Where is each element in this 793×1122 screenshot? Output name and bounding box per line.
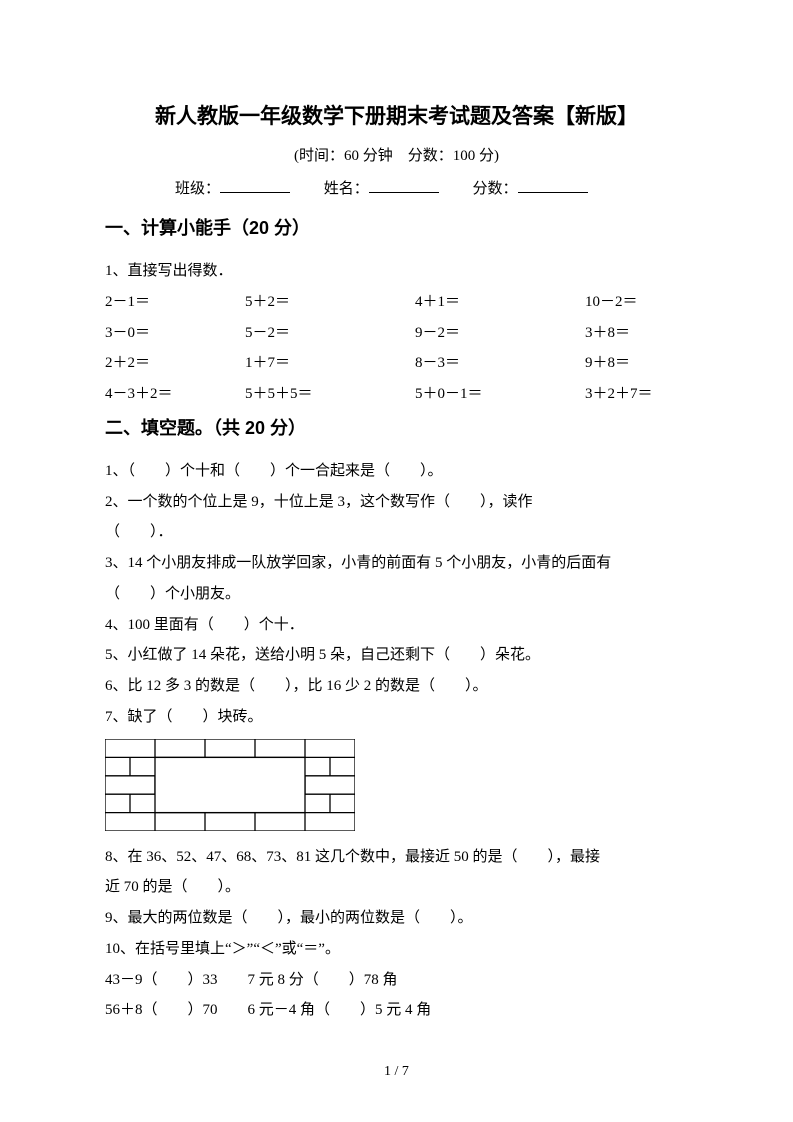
section-2-heading: 二、填空题。（共 20 分） xyxy=(105,414,688,440)
brick-svg xyxy=(105,739,355,831)
s2-q6: 6、比 12 多 3 的数是（ ），比 16 少 2 的数是（ ）。 xyxy=(105,671,688,702)
brick-diagram xyxy=(105,739,355,831)
calc-cell: 5＋0－1＝ xyxy=(415,379,585,410)
calc-cell: 4－3＋2＝ xyxy=(105,379,245,410)
calc-cell: 9－2＝ xyxy=(415,318,585,349)
s2-q10: 10、在括号里填上“＞”“＜”或“＝”。 xyxy=(105,934,688,965)
page-number: 1 / 7 xyxy=(0,1064,793,1080)
subtitle: (时间：60 分钟 分数：100 分) xyxy=(105,144,688,165)
name-blank[interactable] xyxy=(369,177,439,193)
calc-row: 4－3＋2＝ 5＋5＋5＝ 5＋0－1＝ 3＋2＋7＝ xyxy=(105,379,688,410)
calc-cell: 3－0＝ xyxy=(105,318,245,349)
calc-cell: 4＋1＝ xyxy=(415,287,585,318)
s2-q7: 7、缺了（ ）块砖。 xyxy=(105,702,688,733)
class-blank[interactable] xyxy=(220,177,290,193)
calc-cell: 8－3＝ xyxy=(415,348,585,379)
s2-q9: 9、最大的两位数是（ ），最小的两位数是（ ）。 xyxy=(105,903,688,934)
page-title: 新人教版一年级数学下册期末考试题及答案【新版】 xyxy=(105,100,688,130)
calc-cell: 1＋7＝ xyxy=(245,348,415,379)
calc-cell: 5＋2＝ xyxy=(245,287,415,318)
s2-q8b: 近 70 的是（ ）。 xyxy=(105,872,688,903)
calc-cell: 10－2＝ xyxy=(585,287,688,318)
calc-cell: 5＋5＋5＝ xyxy=(245,379,415,410)
score-label: 分数： xyxy=(473,181,518,197)
s2-q10a: 43－9（ ）33 7 元 8 分（ ）78 角 xyxy=(105,965,688,996)
s2-q1: 1、（ ）个十和（ ）个一合起来是（ ）。 xyxy=(105,456,688,487)
s2-q3b: （ ）个小朋友。 xyxy=(105,579,688,610)
info-fields: 班级： 姓名： 分数： xyxy=(105,177,688,198)
score-blank[interactable] xyxy=(518,177,588,193)
section-1-heading: 一、计算小能手（20 分） xyxy=(105,214,688,240)
calc-cell: 3＋8＝ xyxy=(585,318,688,349)
calc-cell: 2－1＝ xyxy=(105,287,245,318)
name-label: 姓名： xyxy=(324,181,369,197)
s2-q4: 4、100 里面有（ ）个十． xyxy=(105,610,688,641)
calc-cell: 3＋2＋7＝ xyxy=(585,379,688,410)
s2-q8a: 8、在 36、52、47、68、73、81 这几个数中，最接近 50 的是（ ）… xyxy=(105,842,688,873)
calc-cell: 2＋2＝ xyxy=(105,348,245,379)
calc-cell: 9＋8＝ xyxy=(585,348,688,379)
calc-grid: 2－1＝ 5＋2＝ 4＋1＝ 10－2＝ 3－0＝ 5－2＝ 9－2＝ 3＋8＝… xyxy=(105,287,688,410)
calc-row: 3－0＝ 5－2＝ 9－2＝ 3＋8＝ xyxy=(105,318,688,349)
calc-cell: 5－2＝ xyxy=(245,318,415,349)
s1-q1-label: 1、直接写出得数． xyxy=(105,256,688,287)
s2-q2b: （ ）． xyxy=(105,517,688,548)
s2-q3a: 3、14 个小朋友排成一队放学回家，小青的前面有 5 个小朋友，小青的后面有 xyxy=(105,548,688,579)
s2-q10b: 56＋8（ ）70 6 元－4 角（ ）5 元 4 角 xyxy=(105,995,688,1026)
calc-row: 2－1＝ 5＋2＝ 4＋1＝ 10－2＝ xyxy=(105,287,688,318)
class-label: 班级： xyxy=(175,181,220,197)
calc-row: 2＋2＝ 1＋7＝ 8－3＝ 9＋8＝ xyxy=(105,348,688,379)
s2-q5: 5、小红做了 14 朵花，送给小明 5 朵，自己还剩下（ ）朵花。 xyxy=(105,640,688,671)
s2-q2a: 2、一个数的个位上是 9，十位上是 3，这个数写作（ ），读作 xyxy=(105,487,688,518)
